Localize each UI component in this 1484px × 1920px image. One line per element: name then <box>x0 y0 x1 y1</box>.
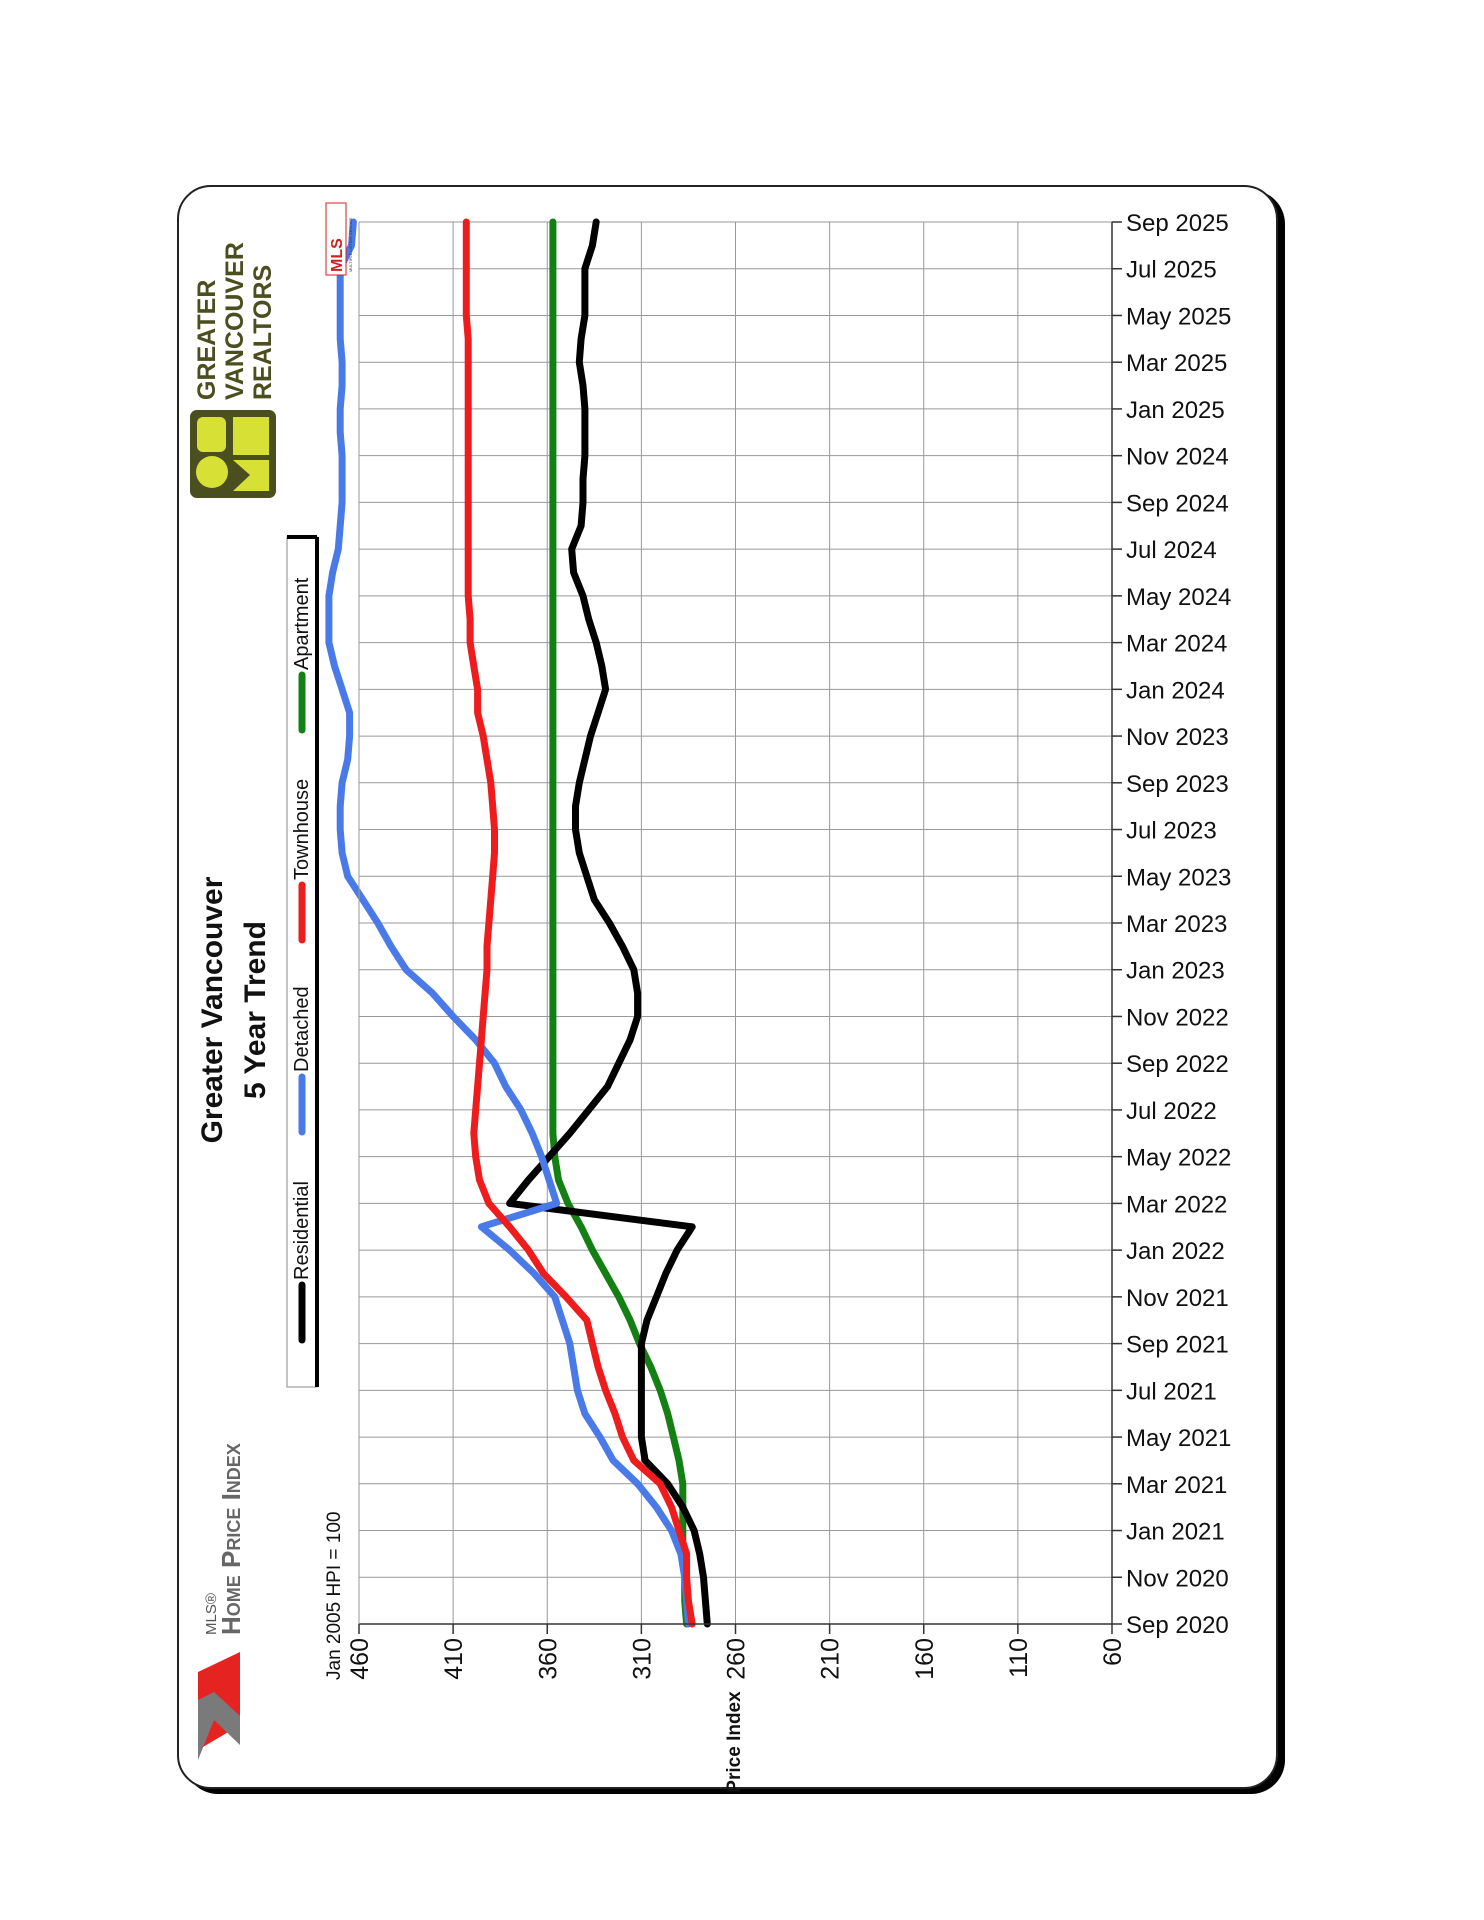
gvr-logo: GREATER VANCOUVER REALTORS <box>190 242 277 498</box>
x-tick-label: Jan 2023 <box>1126 958 1225 985</box>
base-note: Jan 2005 HPI = 100 <box>324 1512 345 1681</box>
y-tick-label: 410 <box>440 1638 468 1680</box>
x-tick-label: Mar 2023 <box>1126 911 1227 938</box>
x-tick-label: Nov 2023 <box>1126 724 1229 751</box>
mls-badge-subtext: MULTIPLE LISTING SERVICE <box>348 217 353 272</box>
chart-grid <box>358 221 1113 1625</box>
x-tick-label: Sep 2020 <box>1126 1612 1229 1639</box>
legend-label-detached: Detached <box>291 986 313 1072</box>
chart-title: Greater Vancouver <box>196 876 229 1143</box>
gvr-name-line2: VANCOUVER <box>221 242 249 400</box>
x-tick-label: May 2024 <box>1126 584 1231 611</box>
mls-badge-text: MLS <box>329 238 346 272</box>
hpi-mls-label: MLS® <box>203 1593 220 1635</box>
y-tick-label: 110 <box>1005 1638 1033 1678</box>
x-tick-label: Sep 2024 <box>1126 490 1229 517</box>
y-tick-label: 60 <box>1099 1638 1127 1666</box>
y-tick-label: 210 <box>817 1638 845 1680</box>
x-tick-label: Nov 2020 <box>1126 1565 1229 1592</box>
x-tick-label: Sep 2021 <box>1126 1332 1229 1359</box>
x-tick-label: Jul 2023 <box>1126 818 1217 845</box>
series-line-detached <box>325 218 692 1628</box>
series-line-residential <box>506 218 711 1628</box>
x-tick-label: May 2022 <box>1126 1145 1231 1172</box>
series-line-townhouse <box>462 218 696 1628</box>
hpi-name: Home Price Index <box>216 1443 246 1635</box>
x-tick-label: Nov 2024 <box>1126 444 1229 471</box>
gvr-name-line1: GREATER <box>193 280 221 400</box>
gvr-name-line3: REALTORS <box>249 265 277 400</box>
x-tick-label: Jul 2025 <box>1126 257 1217 284</box>
hpi-wordmark: MLS® Home Price Index <box>198 1443 246 1760</box>
x-tick-label: Jan 2025 <box>1126 397 1225 424</box>
y-tick-label: 260 <box>723 1638 751 1680</box>
y-tick-label: 310 <box>628 1638 656 1680</box>
x-tick-label: Sep 2022 <box>1126 1051 1229 1078</box>
x-tick-label: May 2023 <box>1126 864 1231 891</box>
y-tick-label: 160 <box>911 1638 939 1680</box>
chart-frame <box>177 185 1278 1789</box>
x-tick-label: Jan 2022 <box>1126 1238 1225 1265</box>
x-tick-label: Sep 2025 <box>1126 210 1229 237</box>
x-tick-label: Mar 2021 <box>1126 1472 1227 1499</box>
x-tick-label: Nov 2022 <box>1126 1004 1229 1031</box>
x-tick-label: Jul 2024 <box>1126 537 1217 564</box>
x-tick-label: Jul 2021 <box>1126 1378 1217 1405</box>
legend-label-apartment: Apartment <box>291 577 313 670</box>
chart-subtitle: 5 Year Trend <box>239 921 272 1099</box>
legend-label-townhouse: Townhouse <box>291 779 313 880</box>
series-line-apartment <box>549 218 691 1628</box>
y-tick-label: 360 <box>534 1638 562 1680</box>
x-tick-label: May 2025 <box>1126 303 1231 330</box>
x-tick-label: Mar 2022 <box>1126 1191 1227 1218</box>
x-tick-label: Nov 2021 <box>1126 1285 1229 1312</box>
x-tick-label: Sep 2023 <box>1126 771 1229 798</box>
legend-label-residential: Residential <box>291 1181 313 1280</box>
chart-axes: Sep 2025 Jul 2025 May 2025 Mar 2025 Jan 2025… <box>346 210 1231 1680</box>
x-tick-label: Mar 2025 <box>1126 350 1227 377</box>
x-tick-label: Jan 2024 <box>1126 677 1225 704</box>
mls-badge: MLS MULTIPLE LISTING SERVICE <box>325 202 353 276</box>
x-tick-label: May 2021 <box>1126 1425 1231 1452</box>
x-tick-label: Jan 2021 <box>1126 1519 1225 1546</box>
x-tick-label: Jul 2022 <box>1126 1098 1217 1125</box>
chart-series <box>325 218 711 1628</box>
y-tick-label: 460 <box>346 1638 374 1680</box>
x-tick-label: Mar 2024 <box>1126 631 1227 658</box>
y-axis-label-1: Price Index <box>724 1691 745 1793</box>
legend: Residential Detached Townhouse Apartment <box>286 535 319 1388</box>
